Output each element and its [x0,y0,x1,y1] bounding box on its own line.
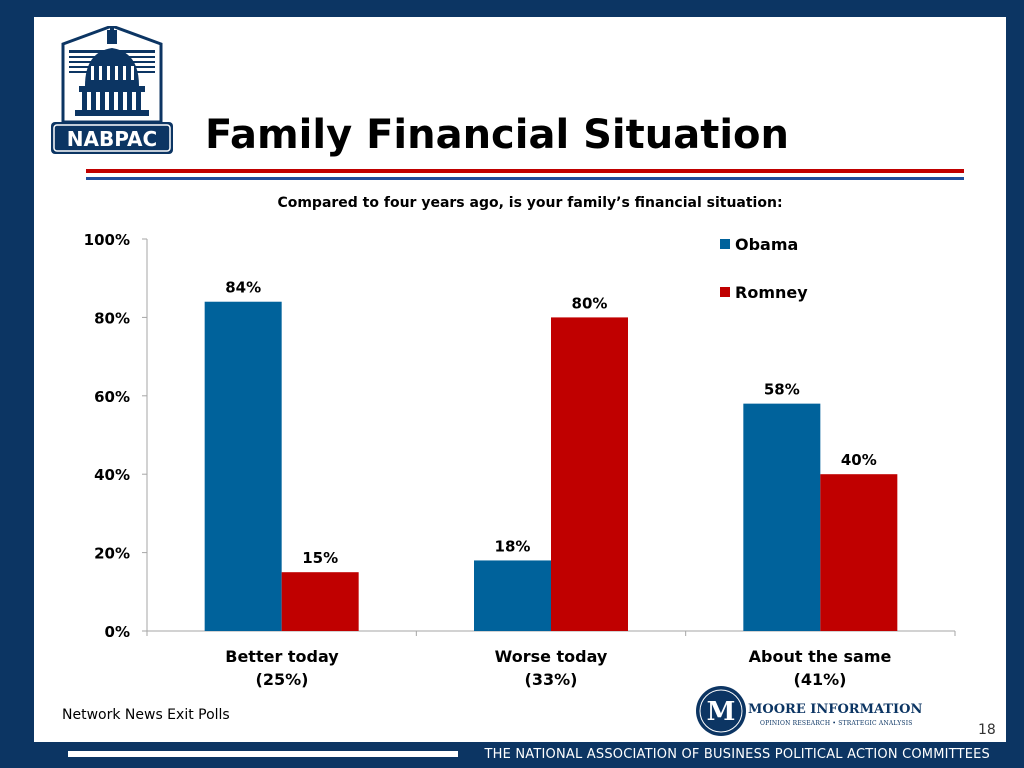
moore-information-logo: M [696,686,746,736]
category-name: Better today [225,647,339,666]
nabpac-logo: NABPAC [51,26,173,154]
legend-label-obama: Obama [735,235,798,254]
moore-initial: M [707,697,736,727]
bar-obama [743,403,821,631]
bar-chart: 0% 20% 40% 60% 80% 100% 84% 18% 58% 15% 80% 40% Obam… [84,231,956,641]
data-label: 80% [572,294,608,312]
bar-romney [551,317,628,631]
data-label: 84% [225,279,261,297]
nabpac-logo-text: NABPAC [67,127,157,151]
category-sublabel: (41%) [793,670,847,689]
title-rule-red [86,169,964,173]
footer-stripe [68,751,458,757]
data-label: 15% [302,549,338,567]
category-label-worse: Worse today (33%) [451,645,651,691]
y-tick-label: 80% [94,309,130,327]
bar-romney [281,572,359,631]
category-name: Worse today [494,647,608,666]
bar-obama [204,301,282,631]
data-label: 40% [841,451,877,469]
bar-romney [820,474,898,631]
y-tick-label: 40% [94,466,130,484]
y-tick-label: 0% [105,623,130,641]
data-label: 18% [495,537,531,555]
category-name: About the same [748,647,892,666]
category-sublabel: (33%) [524,670,578,689]
y-tick-label: 60% [94,388,130,406]
y-tick-label: 20% [94,545,130,563]
bar-obama [474,560,551,631]
source-note: Network News Exit Polls [62,707,230,723]
moore-information-tagline: OPINION RESEARCH • STRATEGIC ANALYSIS [760,720,913,727]
category-label-better: Better today (25%) [182,645,382,691]
page-number: 18 [978,722,996,738]
page-title: Family Financial Situation [205,112,790,158]
title-rule-blue [86,177,964,180]
chart-subtitle: Compared to four years ago, is your fami… [277,195,783,211]
category-label-same: About the same (41%) [720,645,920,691]
footer-organization: THE NATIONAL ASSOCIATION OF BUSINESS POL… [484,747,990,762]
y-tick-label: 100% [84,231,130,249]
legend-label-romney: Romney [735,283,808,302]
moore-information-name: MOORE INFORMATION [748,702,923,717]
legend-swatch-romney [720,287,730,297]
data-label: 58% [764,381,800,399]
legend-swatch-obama [720,239,730,249]
category-sublabel: (25%) [255,670,309,689]
